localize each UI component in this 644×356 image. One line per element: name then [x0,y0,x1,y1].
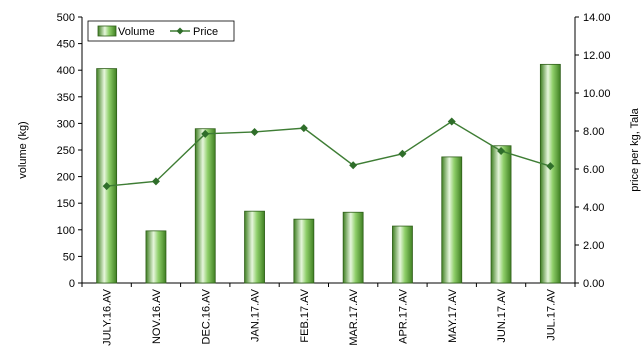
y2-tick-label: 6.00 [583,164,604,176]
y2-tick-label: 10.00 [583,88,611,100]
price-line [106,120,551,187]
x-tick-label: MAR.17.AV [348,288,360,345]
legend: Volume Price [87,20,235,42]
volume-bar [392,225,413,284]
y2-tick-label: 0.00 [583,278,604,290]
y2-axis-title: price per kg, Tala [629,107,641,191]
price-point [447,117,456,126]
y-tick-label: 100 [57,225,75,237]
y2-tick-label: 14.00 [583,12,611,24]
y-tick-label: 300 [57,118,75,130]
y-tick-label: 250 [57,145,75,157]
volume-bar [145,230,167,284]
x-tick-label: NOV.16.AV [151,288,163,344]
price-point [250,127,259,136]
price-point [151,177,160,186]
x-tick-label: JULY.16.AV [102,288,114,346]
legend-volume-swatch [97,25,117,37]
y-tick-label: 450 [57,39,75,51]
volume-bar [244,210,265,284]
x-tick-label: JUL.17.AV [545,288,557,340]
legend-box [87,20,235,42]
y2-tick-label: 2.00 [583,240,604,252]
legend-volume-label: Volume [118,26,155,38]
x-tick-label: MAY.17.AV [447,288,459,342]
volume-bar [539,63,561,284]
volume-bar [490,145,512,284]
x-tick-label: JAN.17.AV [250,288,262,342]
price-point [398,149,407,158]
y-tick-label: 400 [57,65,75,77]
price-point [349,161,358,170]
legend-price-label: Price [193,26,218,38]
price-point [102,182,111,191]
price-point [497,146,506,155]
volume-bar [293,218,315,284]
price-point [299,124,308,133]
y-tick-label: 350 [57,92,75,104]
volume-bar [96,68,118,284]
y-axis-title: volume (kg) [17,121,29,178]
y-tick-label: 200 [57,172,75,184]
price-point [546,162,555,171]
volume-bar [194,128,216,284]
x-tick-label: FEB.17.AV [299,288,311,342]
x-tick-label: APR.17.AV [397,288,409,343]
volume-bar [342,211,364,284]
y-tick-label: 0 [69,278,75,290]
volume-bar [441,156,463,284]
x-tick-label: JUN.17.AV [496,288,508,342]
y-tick-label: 500 [57,12,75,24]
legend-price-marker [176,27,184,35]
y2-tick-label: 4.00 [583,202,604,214]
price-point [201,129,210,138]
y-tick-label: 50 [63,251,75,263]
y2-tick-label: 12.00 [583,50,611,62]
y-tick-label: 150 [57,198,75,210]
x-tick-label: DEC.16.AV [200,288,212,344]
y2-tick-label: 8.00 [583,126,604,138]
